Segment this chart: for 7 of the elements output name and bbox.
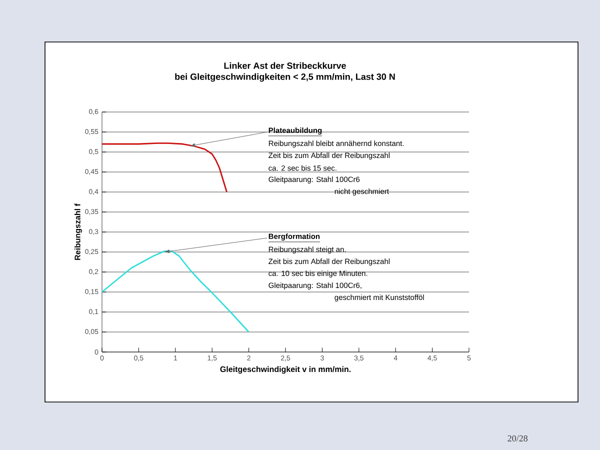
x-axis-title: Gleitgeschwindigkeit v in mm/min. — [220, 366, 351, 374]
text: 20/28 — [508, 435, 528, 442]
chart-title: Linker Ast der Stribeckkurve — [224, 62, 346, 69]
chart-subtitle: bei Gleitgeschwindigkeiten < 2,5 mm/min, Last 30 N — [175, 73, 395, 82]
line-series — [101, 142, 228, 193]
line-series — [101, 250, 250, 333]
y-axis-title: Reibungszahl f — [74, 204, 82, 260]
